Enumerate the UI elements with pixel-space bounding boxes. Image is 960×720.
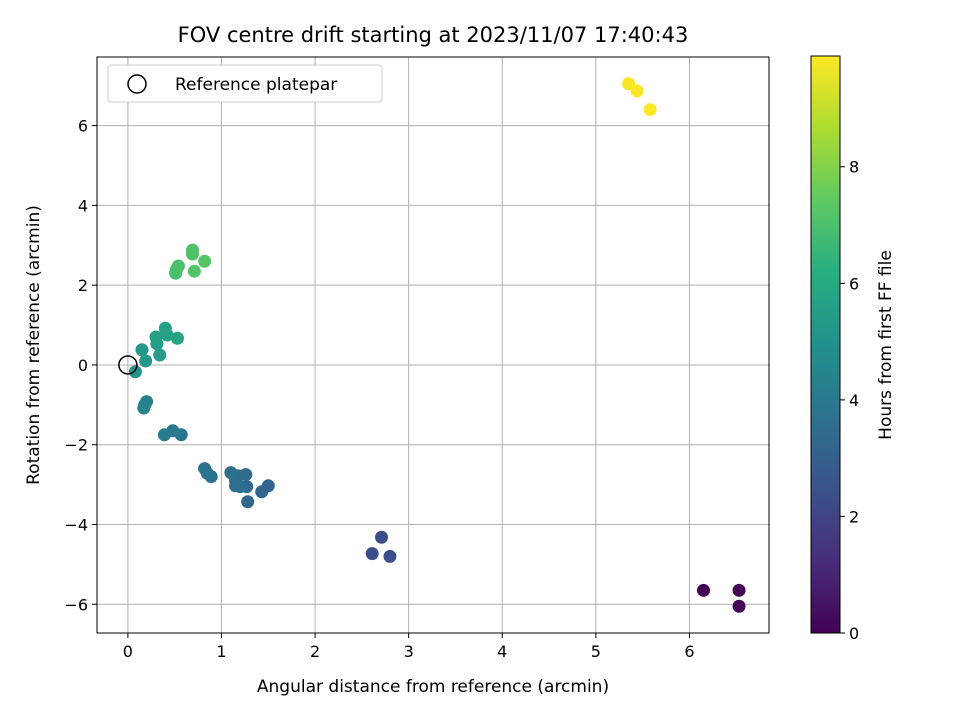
- colorbar-tick-label: 2: [849, 507, 859, 526]
- data-point: [185, 243, 199, 257]
- data-point: [135, 343, 149, 357]
- data-point: [732, 599, 746, 613]
- data-point: [241, 495, 255, 509]
- y-tick-label: 2: [78, 276, 88, 295]
- y-tick-label: 4: [78, 196, 88, 215]
- colorbar-gradient: [810, 55, 841, 634]
- data-point: [643, 103, 657, 117]
- data-point: [157, 428, 171, 442]
- data-point: [128, 365, 142, 379]
- reference-platepar-marker: [118, 355, 138, 375]
- x-tick-label: 1: [216, 642, 226, 661]
- data-point: [630, 84, 644, 98]
- data-point: [139, 354, 153, 368]
- data-point: [732, 583, 746, 597]
- legend: Reference platepar: [107, 64, 383, 103]
- data-point: [383, 549, 397, 563]
- data-point: [153, 348, 167, 362]
- data-point: [375, 530, 389, 544]
- y-tick-label: −4: [64, 516, 88, 535]
- y-tick-label: −2: [64, 436, 88, 455]
- x-tick-label: 2: [310, 642, 320, 661]
- data-point: [255, 485, 269, 499]
- data-point: [160, 328, 174, 342]
- x-tick-label: 3: [404, 642, 414, 661]
- data-point: [696, 583, 710, 597]
- legend-marker-icon: [127, 74, 147, 94]
- data-point: [171, 259, 185, 273]
- data-point: [198, 254, 212, 268]
- data-point: [187, 264, 201, 278]
- colorbar-tick-label: 8: [849, 158, 859, 177]
- legend-box: [107, 64, 383, 103]
- y-tick-label: 0: [78, 356, 88, 375]
- data-point: [365, 547, 379, 561]
- colorbar-tick-label: 6: [849, 274, 859, 293]
- data-points: [128, 77, 746, 613]
- data-point: [233, 480, 247, 494]
- x-tick-label: 4: [497, 642, 507, 661]
- y-tick-label: 6: [78, 117, 88, 136]
- y-tick-label: −6: [64, 595, 88, 614]
- data-point: [204, 470, 218, 484]
- x-axis-label: Angular distance from reference (arcmin): [257, 677, 609, 697]
- colorbar-label: Hours from first FF file: [876, 250, 896, 440]
- data-point: [170, 331, 184, 345]
- chart-title: FOV centre drift starting at 2023/11/07 …: [178, 23, 689, 47]
- data-point: [224, 466, 238, 480]
- x-tick-label: 0: [123, 642, 133, 661]
- colorbar-tick-label: 0: [849, 624, 859, 643]
- legend-entry-reference-platepar: Reference platepar: [175, 75, 337, 95]
- x-tick-label: 6: [684, 642, 694, 661]
- colorbar-tick-label: 4: [849, 391, 859, 410]
- colorbar-ticks: 0 2 4 6 8: [840, 158, 859, 643]
- x-tick-label: 5: [591, 642, 601, 661]
- y-axis-ticks: −6 −4 −2 0 2 4 6: [64, 117, 97, 614]
- colorbar: 0 2 4 6 8 Hours from first FF file: [810, 55, 896, 643]
- x-axis-ticks: 0 1 2 3 4 5 6: [123, 633, 695, 661]
- data-point: [137, 401, 151, 415]
- y-axis-label: Rotation from reference (arcmin): [24, 205, 44, 485]
- plot-frame: [96, 56, 770, 634]
- data-point: [149, 330, 163, 344]
- grid: [97, 57, 769, 633]
